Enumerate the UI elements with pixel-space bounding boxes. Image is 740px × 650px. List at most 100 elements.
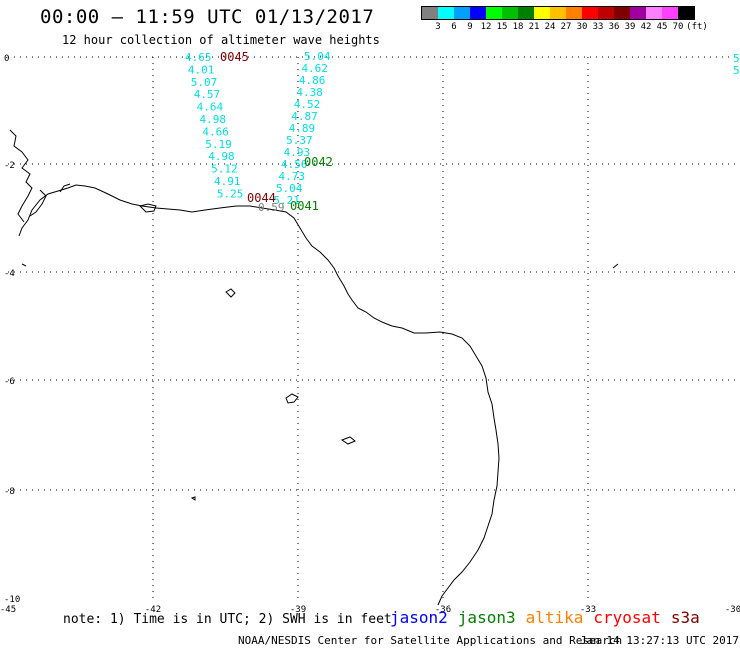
wave-height-value: 5.19	[205, 138, 232, 151]
legend-swatch	[454, 7, 470, 19]
map-title: 00:00 – 11:59 UTC 01/13/2017	[40, 6, 375, 28]
legend-label: 21	[528, 22, 540, 32]
island-small-2	[21, 263, 27, 267]
wave-height-value: 4.98	[208, 150, 235, 163]
wave-height-value: 4.65	[185, 51, 212, 64]
pass-time-label: 0042	[304, 155, 333, 169]
northern-coast-islands	[9, 129, 71, 223]
legend-swatch	[550, 7, 566, 19]
wave-height-value: 4.38	[296, 86, 323, 99]
wave-height-value: 5	[733, 52, 740, 65]
map-subtitle: 12 hour collection of altimeter wave hei…	[62, 33, 380, 47]
mission-name: s3a	[670, 608, 700, 627]
wave-height-value: 4.89	[289, 122, 316, 135]
generated-timestamp: Jan 14 13:27:13 UTC 2017	[580, 634, 739, 647]
wave-height-value: 4.73	[279, 170, 306, 183]
wave-height-value: 5.04	[276, 182, 303, 195]
legend-swatch	[486, 7, 502, 19]
wave-height-value: 4.91	[214, 175, 241, 188]
legend-swatch	[614, 7, 630, 19]
wave-height-value: 4.93	[284, 146, 311, 159]
legend-label: 15	[496, 22, 508, 32]
wave-height-value: 5.21	[273, 194, 300, 207]
pass-time-label: 0044	[247, 191, 276, 205]
coastline	[9, 129, 619, 606]
legend-swatch	[534, 7, 550, 19]
legend-label: 24	[544, 22, 556, 32]
mission-name: jason3	[457, 608, 516, 627]
legend-swatch	[470, 7, 486, 19]
island-small-1	[190, 496, 196, 501]
legend-swatch	[438, 7, 454, 19]
x-tick-label: -33	[580, 605, 596, 615]
wave-height-value: 0.59	[258, 201, 285, 214]
legend-label: 33	[592, 22, 604, 32]
wave-height-value: 4.52	[294, 98, 321, 111]
legend-swatch	[646, 7, 662, 19]
legend-label: 27	[560, 22, 572, 32]
color-legend: 3 6 9 12 15 18 21 24 27 30 33 36 39 42 45 70 (ft)	[421, 6, 708, 34]
pass-time-label: 0041	[290, 199, 319, 213]
legend-label: 12	[480, 22, 492, 32]
wave-height-value: 4.66	[202, 125, 229, 138]
wave-height-value: 4.50	[281, 158, 308, 171]
brazil-coastline	[18, 184, 500, 606]
y-tick-label: -4	[4, 269, 15, 279]
wave-height-value: 4.62	[301, 62, 328, 75]
legend-label: 39	[624, 22, 636, 32]
footnote: note: 1) Time is in UTC; 2) SWH is in fe…	[63, 612, 392, 627]
legend-swatch	[566, 7, 582, 19]
x-tick-label: -45	[0, 605, 16, 615]
wave-height-value: 5	[733, 64, 740, 77]
legend-label: 30	[576, 22, 588, 32]
wave-height-value: 5.12	[211, 163, 238, 176]
island-atol-das-rocas	[225, 288, 236, 298]
credit-line: NOAA/NESDIS Center for Satellite Applica…	[238, 634, 623, 647]
wave-height-value: 4.86	[299, 74, 326, 87]
x-tick-label: -42	[145, 605, 161, 615]
lat-lon-grid: -45 -42 -39 -36 -33 -30 0 -2 -4 -6 -8 -10	[0, 54, 740, 615]
x-tick-label: -39	[290, 605, 306, 615]
wave-height-value: 5.25	[217, 187, 244, 200]
mission-name: cryosat	[593, 608, 661, 627]
mission-name: altika	[525, 608, 584, 627]
wave-height-value: 4.57	[194, 88, 221, 101]
legend-swatch	[518, 7, 534, 19]
legend-label: 9	[467, 22, 473, 32]
wave-height-value: 5.04	[304, 50, 331, 63]
wave-height-value: 4.87	[291, 110, 318, 123]
x-tick-label: -36	[435, 605, 451, 615]
legend-swatch	[582, 7, 598, 19]
wave-height-value: 5.07	[191, 76, 218, 89]
island-fernando-area	[285, 393, 299, 404]
legend-label: 70	[672, 22, 684, 32]
y-tick-label: 0	[4, 54, 9, 64]
legend-unit: (ft)	[686, 22, 708, 32]
legend-swatch	[502, 7, 518, 19]
mission-name: jason2	[390, 608, 448, 627]
wave-height-value: 5.37	[286, 134, 313, 147]
mission-list: jason2 jason3 altika cryosat s3a	[390, 608, 710, 627]
pass-time-label: 0045	[220, 50, 249, 64]
y-tick-label: -8	[4, 487, 15, 497]
wave-height-value: 4.64	[197, 101, 224, 114]
legend-swatch	[678, 7, 694, 19]
legend-label: 18	[512, 22, 524, 32]
y-tick-label: -2	[4, 161, 15, 171]
legend-labels: 3 6 9 12 15 18 21 24 27 30 33 36 39 42 45 70 (ft)	[421, 20, 708, 34]
y-tick-label: -10	[4, 595, 20, 605]
legend-label: 42	[640, 22, 652, 32]
island-marajo-area	[139, 203, 157, 213]
altimeter-track-labels: 4.654.015.074.574.644.984.665.194.985.12…	[185, 50, 740, 214]
wave-height-value: 4.01	[188, 63, 215, 76]
legend-swatches	[421, 6, 695, 20]
legend-swatch	[598, 7, 614, 19]
x-tick-label: -30	[725, 605, 740, 615]
legend-label: 3	[435, 22, 441, 32]
legend-label: 6	[451, 22, 457, 32]
island-small-3	[612, 263, 619, 269]
legend-swatch	[630, 7, 646, 19]
legend-swatch	[662, 7, 678, 19]
legend-swatch	[422, 7, 438, 19]
